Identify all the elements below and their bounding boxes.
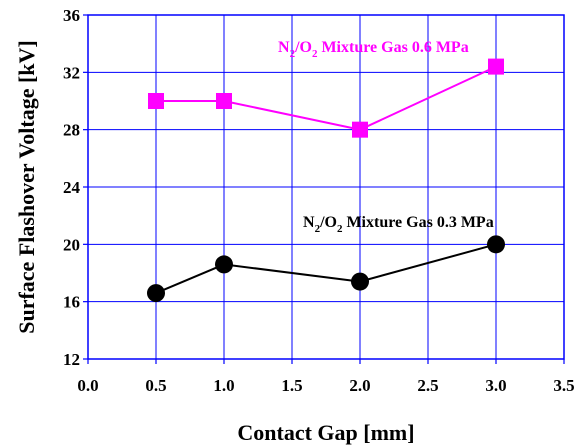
series-label-part: 2 — [315, 223, 321, 235]
series-label-part: Mixture Gas 0.6 MPa — [317, 39, 468, 56]
y-tick-label: 16 — [63, 293, 80, 312]
series-0-point — [488, 58, 504, 75]
x-tick-label: 0.5 — [145, 376, 166, 395]
y-tick-label: 24 — [63, 178, 81, 197]
series-label-0: N2/O2 Mixture Gas 0.6 MPa — [278, 39, 469, 60]
x-tick-label: 2.0 — [349, 376, 370, 395]
x-tick-label: 2.5 — [417, 376, 438, 395]
series-1-point — [351, 272, 369, 291]
series-1-point — [487, 235, 505, 254]
y-tick-label: 20 — [63, 235, 80, 254]
plot-frame — [87, 14, 565, 360]
series-0-point — [352, 121, 368, 138]
x-tick-label: 1.0 — [213, 376, 234, 395]
series-0-line — [156, 65, 497, 131]
series-layer — [147, 58, 505, 303]
y-tick-label: 12 — [63, 350, 80, 369]
series-1-point — [215, 255, 233, 274]
x-tick-label: 3.5 — [553, 376, 574, 395]
y-axis-title: Surface Flashover Voltage [kV] — [14, 40, 39, 334]
series-label-part: 2 — [337, 223, 343, 235]
x-tick-label: 1.5 — [281, 376, 302, 395]
series-label-part: 2 — [312, 48, 318, 60]
series-label-part: /O — [319, 214, 337, 231]
y-tick-labels: 12 16 20 24 28 32 36 — [63, 6, 81, 369]
x-tick-labels: 0.0 0.5 1.0 1.5 2.0 2.5 3.0 3.5 — [77, 376, 574, 395]
series-0-point — [148, 93, 164, 109]
series-label-part: N — [278, 39, 290, 56]
x-tick-label: 3.0 — [485, 376, 506, 395]
series-label-part: Mixture Gas 0.3 MPa — [342, 214, 493, 231]
x-tick-label: 0.0 — [77, 376, 98, 395]
series-1-point — [147, 284, 165, 303]
y-tick-label: 28 — [63, 121, 80, 140]
y-tick-label: 32 — [63, 63, 80, 82]
series-label-part: N — [303, 214, 315, 231]
series-label-part: 2 — [290, 48, 296, 60]
series-1-line — [155, 243, 497, 294]
series-0-point — [216, 93, 232, 109]
series-label-part: /O — [294, 39, 312, 56]
y-tick-label: 36 — [63, 6, 80, 25]
x-axis-title: Contact Gap [mm] — [237, 420, 414, 445]
series-label-1: N2/O2 Mixture Gas 0.3 MPa — [303, 214, 494, 235]
